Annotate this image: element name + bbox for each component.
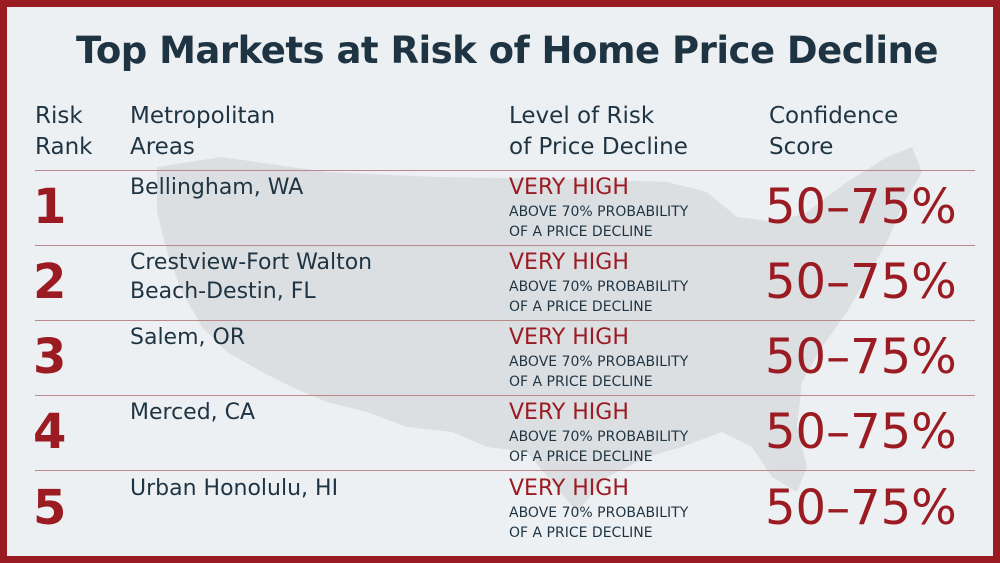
table-row: 3 Salem, OR VERY HIGH ABOVE 70% PROBABIL… — [7, 321, 993, 396]
us-map-silhouette — [157, 147, 922, 512]
risk-level: VERY HIGH — [509, 325, 629, 350]
risk-detail: ABOVE 70% PROBABILITY OF A PRICE DECLINE — [509, 204, 689, 240]
header-risk-rank: Risk Rank — [35, 103, 93, 160]
row-divider — [35, 245, 975, 246]
confidence-score: 50–75% — [765, 179, 957, 235]
table-row: 1 Bellingham, WA VERY HIGH ABOVE 70% PRO… — [7, 171, 993, 246]
risk-rank: 3 — [33, 329, 67, 385]
risk-rank: 1 — [33, 179, 67, 235]
metro-area: Bellingham, WA — [130, 175, 304, 200]
risk-level: VERY HIGH — [509, 175, 629, 200]
metro-area: Urban Honolulu, HI — [130, 476, 339, 501]
table-row: 4 Merced, CA VERY HIGH ABOVE 70% PROBABI… — [7, 396, 993, 471]
metro-area: Salem, OR — [130, 325, 246, 350]
confidence-score: 50–75% — [765, 254, 957, 310]
confidence-score: 50–75% — [765, 480, 957, 536]
confidence-score: 50–75% — [765, 404, 957, 460]
row-divider — [35, 395, 975, 396]
row-divider — [35, 470, 975, 471]
risk-detail: ABOVE 70% PROBABILITY OF A PRICE DECLINE — [509, 354, 689, 390]
header-metropolitan-areas: Metropolitan Areas — [130, 103, 276, 160]
risk-rank: 2 — [33, 254, 67, 310]
confidence-score: 50–75% — [765, 329, 957, 385]
row-divider — [35, 170, 975, 171]
risk-detail: ABOVE 70% PROBABILITY OF A PRICE DECLINE — [509, 429, 689, 465]
metro-area: Crestview-Fort Walton Beach-Destin, FL — [130, 250, 373, 304]
risk-level: VERY HIGH — [509, 400, 629, 425]
table-row: 2 Crestview-Fort Walton Beach-Destin, FL… — [7, 246, 993, 321]
risk-detail: ABOVE 70% PROBABILITY OF A PRICE DECLINE — [509, 505, 689, 541]
risk-rank: 4 — [33, 404, 67, 460]
metro-area: Merced, CA — [130, 400, 256, 425]
header-level-of-risk: Level of Risk of Price Decline — [509, 103, 688, 160]
us-map-shape — [157, 147, 922, 512]
risk-rank: 5 — [33, 480, 67, 536]
row-divider — [35, 320, 975, 321]
table-row: 5 Urban Honolulu, HI VERY HIGH ABOVE 70%… — [7, 472, 993, 547]
risk-level: VERY HIGH — [509, 476, 629, 501]
page-title: Top Markets at Risk of Home Price Declin… — [76, 29, 938, 72]
risk-level: VERY HIGH — [509, 250, 629, 275]
header-confidence-score: Confidence Score — [769, 103, 899, 160]
risk-detail: ABOVE 70% PROBABILITY OF A PRICE DECLINE — [509, 279, 689, 315]
